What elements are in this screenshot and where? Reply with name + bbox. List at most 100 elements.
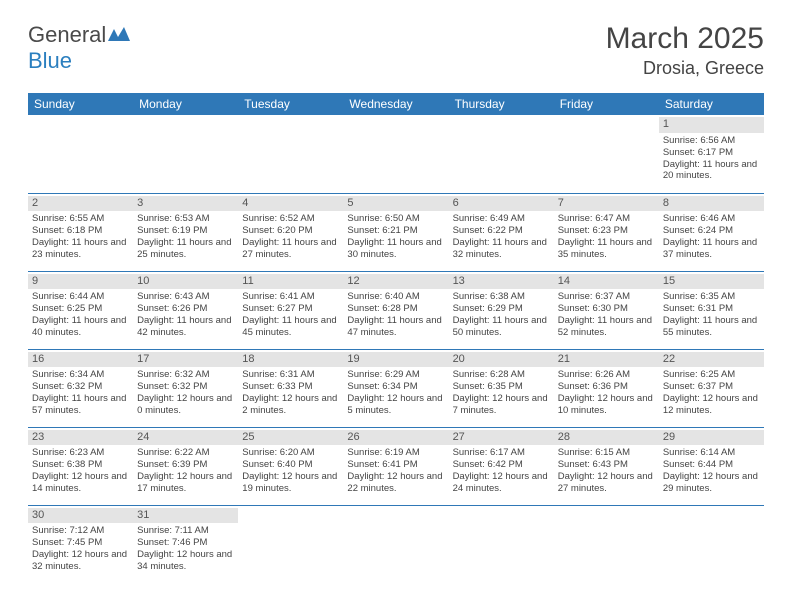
- day-number: 12: [343, 274, 448, 290]
- day-details: Sunrise: 7:12 AMSunset: 7:45 PMDaylight:…: [32, 525, 129, 573]
- calendar-table: SundayMondayTuesdayWednesdayThursdayFrid…: [28, 93, 764, 583]
- sunrise: Sunrise: 6:52 AM: [242, 213, 339, 225]
- daylight: Daylight: 11 hours and 50 minutes.: [453, 315, 550, 339]
- calendar-cell: 17Sunrise: 6:32 AMSunset: 6:32 PMDayligh…: [133, 349, 238, 427]
- sunset: Sunset: 6:32 PM: [32, 381, 129, 393]
- day-details: Sunrise: 6:38 AMSunset: 6:29 PMDaylight:…: [453, 291, 550, 339]
- sunset: Sunset: 6:31 PM: [663, 303, 760, 315]
- day-number: 22: [659, 352, 764, 368]
- daylight: Daylight: 12 hours and 22 minutes.: [347, 471, 444, 495]
- sunrise: Sunrise: 6:25 AM: [663, 369, 760, 381]
- day-number: 18: [238, 352, 343, 368]
- day-details: Sunrise: 6:52 AMSunset: 6:20 PMDaylight:…: [242, 213, 339, 261]
- calendar-cell: 22Sunrise: 6:25 AMSunset: 6:37 PMDayligh…: [659, 349, 764, 427]
- day-number: 1: [659, 117, 764, 133]
- daylight: Daylight: 11 hours and 37 minutes.: [663, 237, 760, 261]
- sunrise: Sunrise: 6:29 AM: [347, 369, 444, 381]
- calendar-cell: 9Sunrise: 6:44 AMSunset: 6:25 PMDaylight…: [28, 271, 133, 349]
- day-details: Sunrise: 6:20 AMSunset: 6:40 PMDaylight:…: [242, 447, 339, 495]
- calendar-cell: 10Sunrise: 6:43 AMSunset: 6:26 PMDayligh…: [133, 271, 238, 349]
- calendar-cell: [554, 505, 659, 583]
- day-number: 3: [133, 196, 238, 212]
- weekday-header: Saturday: [659, 93, 764, 115]
- day-number: 13: [449, 274, 554, 290]
- day-details: Sunrise: 6:15 AMSunset: 6:43 PMDaylight:…: [558, 447, 655, 495]
- day-number: 16: [28, 352, 133, 368]
- daylight: Daylight: 11 hours and 20 minutes.: [663, 159, 760, 183]
- sunset: Sunset: 6:20 PM: [242, 225, 339, 237]
- sunrise: Sunrise: 6:38 AM: [453, 291, 550, 303]
- calendar-cell: 4Sunrise: 6:52 AMSunset: 6:20 PMDaylight…: [238, 193, 343, 271]
- daylight: Daylight: 12 hours and 19 minutes.: [242, 471, 339, 495]
- daylight: Daylight: 11 hours and 52 minutes.: [558, 315, 655, 339]
- weekday-header: Friday: [554, 93, 659, 115]
- daylight: Daylight: 11 hours and 35 minutes.: [558, 237, 655, 261]
- calendar-cell: 14Sunrise: 6:37 AMSunset: 6:30 PMDayligh…: [554, 271, 659, 349]
- calendar-cell: [133, 115, 238, 193]
- calendar-cell: [449, 505, 554, 583]
- day-number: 7: [554, 196, 659, 212]
- day-details: Sunrise: 6:53 AMSunset: 6:19 PMDaylight:…: [137, 213, 234, 261]
- calendar-cell: 23Sunrise: 6:23 AMSunset: 6:38 PMDayligh…: [28, 427, 133, 505]
- calendar-cell: [343, 505, 448, 583]
- weekday-header: Sunday: [28, 93, 133, 115]
- daylight: Daylight: 12 hours and 29 minutes.: [663, 471, 760, 495]
- location: Drosia, Greece: [606, 58, 764, 79]
- sunset: Sunset: 6:37 PM: [663, 381, 760, 393]
- day-details: Sunrise: 6:31 AMSunset: 6:33 PMDaylight:…: [242, 369, 339, 417]
- day-number: 21: [554, 352, 659, 368]
- calendar-cell: 2Sunrise: 6:55 AMSunset: 6:18 PMDaylight…: [28, 193, 133, 271]
- sunrise: Sunrise: 6:40 AM: [347, 291, 444, 303]
- day-details: Sunrise: 6:29 AMSunset: 6:34 PMDaylight:…: [347, 369, 444, 417]
- calendar-cell: [343, 115, 448, 193]
- daylight: Daylight: 12 hours and 2 minutes.: [242, 393, 339, 417]
- day-details: Sunrise: 6:26 AMSunset: 6:36 PMDaylight:…: [558, 369, 655, 417]
- sunset: Sunset: 6:44 PM: [663, 459, 760, 471]
- calendar-body: 1Sunrise: 6:56 AMSunset: 6:17 PMDaylight…: [28, 115, 764, 583]
- calendar-cell: 11Sunrise: 6:41 AMSunset: 6:27 PMDayligh…: [238, 271, 343, 349]
- sunrise: Sunrise: 6:19 AM: [347, 447, 444, 459]
- day-details: Sunrise: 6:46 AMSunset: 6:24 PMDaylight:…: [663, 213, 760, 261]
- day-number: 6: [449, 196, 554, 212]
- daylight: Daylight: 12 hours and 34 minutes.: [137, 549, 234, 573]
- daylight: Daylight: 11 hours and 47 minutes.: [347, 315, 444, 339]
- sunrise: Sunrise: 6:41 AM: [242, 291, 339, 303]
- calendar-cell: [449, 115, 554, 193]
- weekday-header: Monday: [133, 93, 238, 115]
- calendar-cell: 20Sunrise: 6:28 AMSunset: 6:35 PMDayligh…: [449, 349, 554, 427]
- day-number: 31: [133, 508, 238, 524]
- day-number: 26: [343, 430, 448, 446]
- sunset: Sunset: 6:36 PM: [558, 381, 655, 393]
- calendar-cell: 13Sunrise: 6:38 AMSunset: 6:29 PMDayligh…: [449, 271, 554, 349]
- calendar-cell: [28, 115, 133, 193]
- calendar-cell: 25Sunrise: 6:20 AMSunset: 6:40 PMDayligh…: [238, 427, 343, 505]
- sunrise: Sunrise: 6:28 AM: [453, 369, 550, 381]
- sunset: Sunset: 6:28 PM: [347, 303, 444, 315]
- sunrise: Sunrise: 6:35 AM: [663, 291, 760, 303]
- calendar-cell: 29Sunrise: 6:14 AMSunset: 6:44 PMDayligh…: [659, 427, 764, 505]
- sunrise: Sunrise: 6:46 AM: [663, 213, 760, 225]
- sunrise: Sunrise: 6:47 AM: [558, 213, 655, 225]
- sunset: Sunset: 6:25 PM: [32, 303, 129, 315]
- daylight: Daylight: 11 hours and 57 minutes.: [32, 393, 129, 417]
- calendar-cell: 18Sunrise: 6:31 AMSunset: 6:33 PMDayligh…: [238, 349, 343, 427]
- sunset: Sunset: 6:40 PM: [242, 459, 339, 471]
- weekday-header: Wednesday: [343, 93, 448, 115]
- sunset: Sunset: 6:35 PM: [453, 381, 550, 393]
- day-details: Sunrise: 6:25 AMSunset: 6:37 PMDaylight:…: [663, 369, 760, 417]
- day-number: 30: [28, 508, 133, 524]
- day-number: 25: [238, 430, 343, 446]
- daylight: Daylight: 12 hours and 24 minutes.: [453, 471, 550, 495]
- day-details: Sunrise: 6:47 AMSunset: 6:23 PMDaylight:…: [558, 213, 655, 261]
- daylight: Daylight: 12 hours and 0 minutes.: [137, 393, 234, 417]
- sunset: Sunset: 6:38 PM: [32, 459, 129, 471]
- daylight: Daylight: 11 hours and 55 minutes.: [663, 315, 760, 339]
- sunset: Sunset: 6:29 PM: [453, 303, 550, 315]
- daylight: Daylight: 12 hours and 5 minutes.: [347, 393, 444, 417]
- daylight: Daylight: 11 hours and 45 minutes.: [242, 315, 339, 339]
- header: General March 2025 Drosia, Greece: [0, 0, 792, 87]
- day-number: 27: [449, 430, 554, 446]
- day-number: 11: [238, 274, 343, 290]
- day-details: Sunrise: 6:50 AMSunset: 6:21 PMDaylight:…: [347, 213, 444, 261]
- sunset: Sunset: 6:22 PM: [453, 225, 550, 237]
